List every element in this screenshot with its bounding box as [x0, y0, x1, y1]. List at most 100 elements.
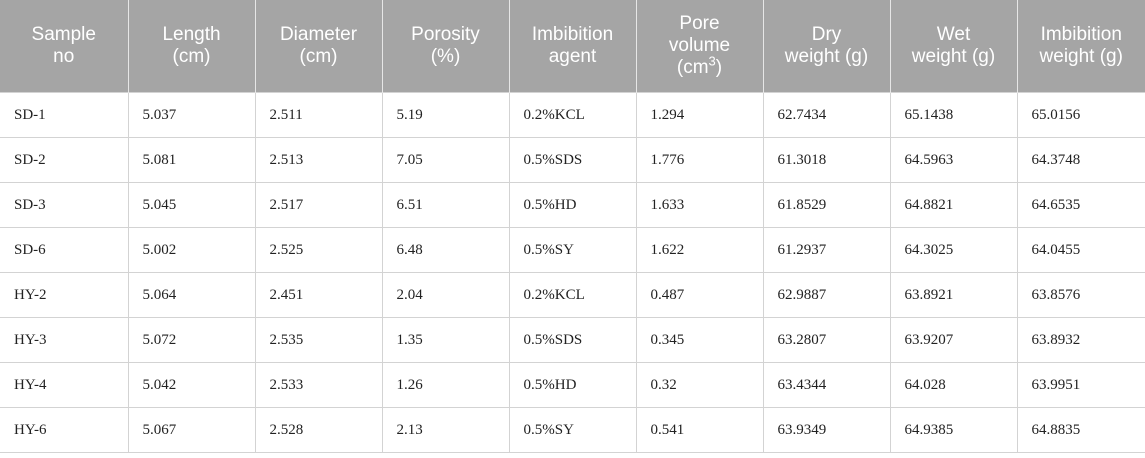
table-cell: 6.51 — [381, 182, 510, 228]
header-text: ) — [715, 57, 723, 78]
table-cell: 5.081 — [127, 137, 256, 183]
table-cell: 0.5%SY — [508, 407, 637, 453]
table-cell: 64.8835 — [1016, 407, 1145, 453]
table-row: HY-6 5.067 2.528 2.13 0.5%SY 0.541 63.9349 64.9… — [0, 407, 1145, 453]
header-line: agent — [548, 46, 597, 67]
header-line: Imbibition — [531, 24, 614, 45]
table-cell: 64.9385 — [889, 407, 1018, 453]
header-cell: Pore volume (cm3) — [635, 0, 763, 93]
table-cell: 2.533 — [254, 362, 383, 408]
header-line: weight (g) — [911, 46, 996, 67]
table-cell: 7.05 — [381, 137, 510, 183]
table-body: SD-1 5.037 2.511 5.19 0.2%KCL 1.294 62.7434 65.… — [0, 92, 1145, 453]
table-cell: 63.8932 — [1016, 317, 1145, 363]
table-cell: 5.002 — [127, 227, 256, 273]
table-cell: 62.7434 — [762, 92, 891, 138]
header-line: (cm) — [299, 46, 338, 67]
table-cell: 2.525 — [254, 227, 383, 273]
table-cell: 64.3748 — [1016, 137, 1145, 183]
table-cell: 0.345 — [635, 317, 764, 363]
table-cell: 1.35 — [381, 317, 510, 363]
superscript: 3 — [708, 53, 716, 69]
table-cell: 0.5%SDS — [508, 137, 637, 183]
table-cell: 63.8576 — [1016, 272, 1145, 318]
table-cell: 5.072 — [127, 317, 256, 363]
table-cell: 2.535 — [254, 317, 383, 363]
table-row: SD-2 5.081 2.513 7.05 0.5%SDS 1.776 61.3018 64.… — [0, 137, 1145, 183]
header-line: Porosity — [411, 24, 480, 45]
table-cell: 63.9951 — [1016, 362, 1145, 408]
table-cell: 63.2807 — [762, 317, 891, 363]
header-line: no — [53, 46, 75, 67]
table-cell: 64.6535 — [1016, 182, 1145, 228]
table-cell: 2.513 — [254, 137, 383, 183]
table-cell: 65.1438 — [889, 92, 1018, 138]
table-cell: 0.5%SDS — [508, 317, 637, 363]
table-cell: 1.294 — [635, 92, 764, 138]
table-cell: SD-6 — [0, 227, 129, 273]
table-cell: 0.541 — [635, 407, 764, 453]
table-cell: HY-3 — [0, 317, 129, 363]
table-cell: 64.3025 — [889, 227, 1018, 273]
header-cell: Length (cm) — [127, 0, 255, 93]
table-cell: 5.067 — [127, 407, 256, 453]
header-line: Imbibition — [1040, 24, 1122, 45]
header-text: (cm — [676, 57, 709, 78]
table-row: HY-4 5.042 2.533 1.26 0.5%HD 0.32 63.4344 64.02… — [0, 362, 1145, 408]
table-cell: 1.26 — [381, 362, 510, 408]
table-cell: 1.776 — [635, 137, 764, 183]
table-cell: 0.2%KCL — [508, 272, 637, 318]
table-cell: SD-3 — [0, 182, 129, 228]
table-cell: 5.037 — [127, 92, 256, 138]
table-cell: 63.9207 — [889, 317, 1018, 363]
header-line: Length — [162, 24, 221, 45]
table-cell: 62.9887 — [762, 272, 891, 318]
table-cell: 0.5%HD — [508, 182, 637, 228]
table-cell: SD-2 — [0, 137, 129, 183]
header-line: Wet — [936, 24, 971, 45]
header-line: weight (g) — [784, 46, 869, 67]
table-cell: 5.042 — [127, 362, 256, 408]
table-cell: 63.9349 — [762, 407, 891, 453]
table-cell: HY-2 — [0, 272, 129, 318]
header-line: Pore — [679, 13, 720, 34]
table-cell: 61.8529 — [762, 182, 891, 228]
header-line: volume — [668, 35, 731, 56]
table-cell: 2.451 — [254, 272, 383, 318]
header-line: (cm3) — [641, 53, 759, 79]
header-cell: Diameter (cm) — [254, 0, 382, 93]
table-cell: 0.2%KCL — [508, 92, 637, 138]
table-row: HY-2 5.064 2.451 2.04 0.2%KCL 0.487 62.9887 63.… — [0, 272, 1145, 318]
header-line: (cm) — [172, 46, 211, 67]
table-cell: 0.32 — [635, 362, 764, 408]
table-cell: HY-6 — [0, 407, 129, 453]
table-cell: 5.19 — [381, 92, 510, 138]
table-cell: 63.8921 — [889, 272, 1018, 318]
table-cell: 1.633 — [635, 182, 764, 228]
header-cell: Porosity (%) — [381, 0, 509, 93]
table-cell: 0.5%SY — [508, 227, 637, 273]
table-cell: 61.2937 — [762, 227, 891, 273]
header-line: (%) — [430, 46, 461, 67]
header-line: Diameter — [279, 24, 358, 45]
table-row: SD-3 5.045 2.517 6.51 0.5%HD 1.633 61.8529 64.8… — [0, 182, 1145, 228]
table-cell: 61.3018 — [762, 137, 891, 183]
table-cell: 2.511 — [254, 92, 383, 138]
table-cell: 6.48 — [381, 227, 510, 273]
table-cell: 5.064 — [127, 272, 256, 318]
table-cell: 2.13 — [381, 407, 510, 453]
header-line: Sample — [31, 24, 96, 45]
table-cell: 1.622 — [635, 227, 764, 273]
table-cell: 5.045 — [127, 182, 256, 228]
table-cell: 2.528 — [254, 407, 383, 453]
table-cell: 64.028 — [889, 362, 1018, 408]
table-cell: 64.8821 — [889, 182, 1018, 228]
table-cell: HY-4 — [0, 362, 129, 408]
table-cell: SD-1 — [0, 92, 129, 138]
header-line: weight (g) — [1039, 46, 1123, 67]
table-row: SD-1 5.037 2.511 5.19 0.2%KCL 1.294 62.7434 65.… — [0, 92, 1145, 138]
header-cell: Dry weight (g) — [762, 0, 890, 93]
header-row: Sample no Length (cm) Diameter (cm) Porosity (%… — [0, 0, 1145, 93]
